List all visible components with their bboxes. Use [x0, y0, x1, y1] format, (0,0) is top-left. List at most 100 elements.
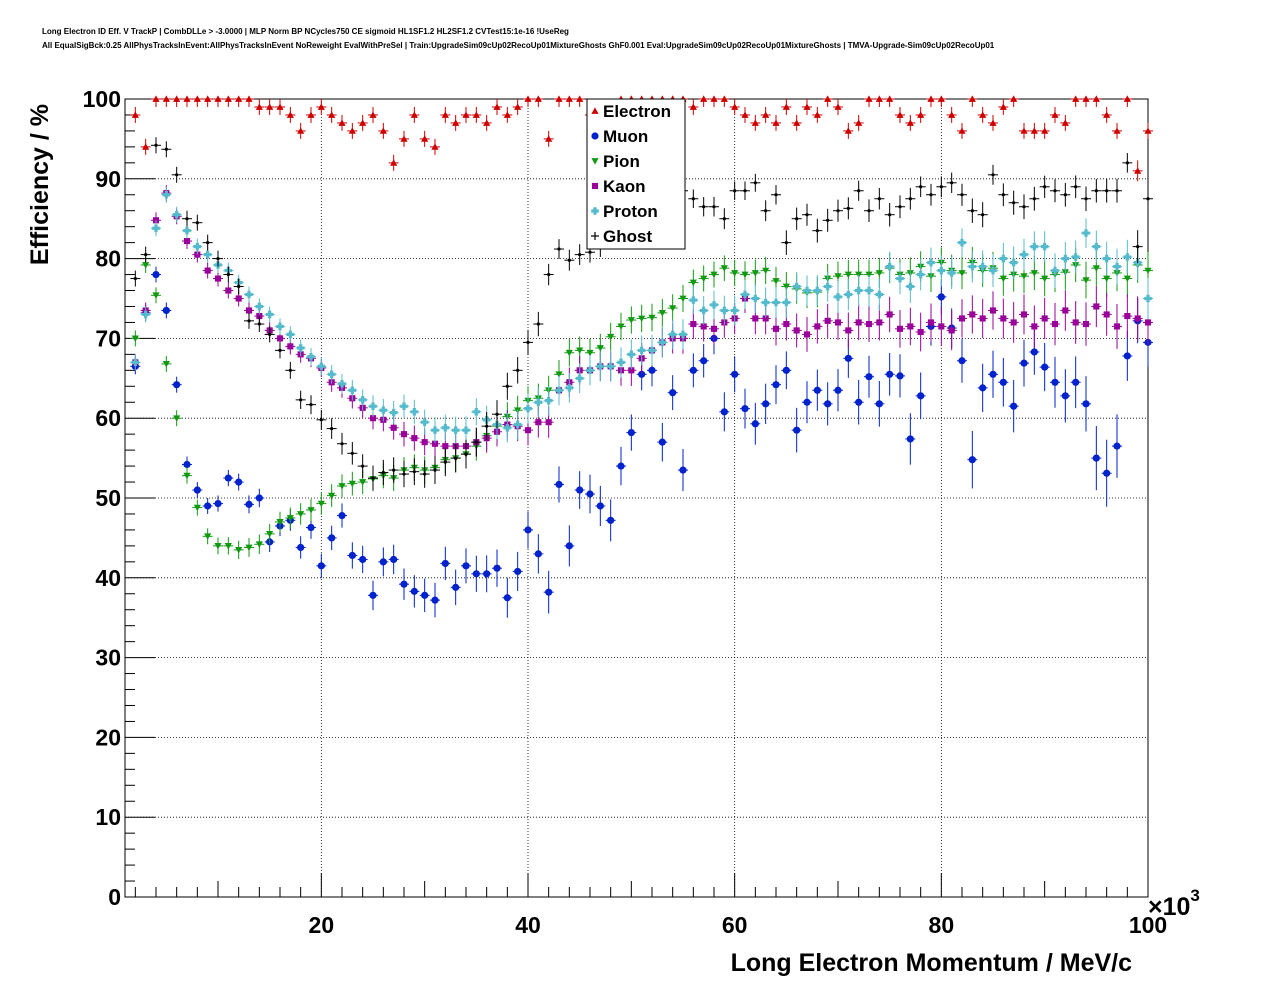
data-point — [307, 352, 315, 361]
data-point — [752, 315, 759, 322]
legend: Electron Muon Pion Kaon Proton Ghost — [586, 98, 686, 250]
data-point — [927, 258, 935, 267]
data-point — [792, 282, 801, 291]
data-point — [359, 119, 367, 126]
data-point — [628, 367, 635, 374]
data-point — [183, 237, 191, 245]
data-point — [999, 378, 1007, 386]
data-point — [555, 95, 563, 102]
data-point — [276, 322, 284, 331]
data-point — [513, 420, 522, 429]
data-point — [255, 103, 263, 110]
data-point — [526, 340, 530, 344]
data-point — [1030, 127, 1038, 134]
data-point — [762, 400, 770, 408]
data-point — [576, 95, 584, 102]
data-point — [969, 311, 976, 318]
data-point — [700, 357, 708, 365]
data-point — [875, 270, 883, 277]
data-point — [1144, 267, 1152, 275]
data-point — [784, 241, 788, 245]
data-point — [917, 392, 925, 400]
data-point — [441, 559, 449, 568]
data-point — [1082, 95, 1090, 102]
data-point — [836, 209, 840, 213]
data-point — [1082, 320, 1090, 328]
data-point — [772, 119, 780, 126]
data-point — [359, 555, 367, 564]
legend-label: Kaon — [603, 177, 646, 196]
data-point — [462, 111, 470, 118]
data-point — [908, 197, 912, 201]
data-point — [1125, 161, 1129, 165]
data-point — [1102, 254, 1111, 263]
data-point — [588, 250, 592, 254]
data-point — [710, 271, 718, 279]
data-point — [648, 366, 656, 374]
data-point — [876, 319, 883, 326]
data-point — [865, 95, 873, 102]
data-point — [287, 343, 294, 350]
data-point — [555, 371, 563, 378]
data-point — [255, 494, 263, 502]
data-point — [710, 95, 718, 102]
data-point — [1030, 242, 1039, 251]
data-point — [968, 456, 976, 464]
data-point — [338, 511, 346, 520]
data-point — [753, 181, 757, 185]
data-point — [1061, 254, 1070, 263]
data-point — [423, 472, 427, 476]
data-point — [317, 103, 325, 110]
data-point — [1123, 352, 1131, 360]
data-point — [402, 472, 406, 476]
data-point — [144, 253, 148, 257]
data-point — [1030, 270, 1038, 277]
data-point — [390, 159, 398, 166]
data-point — [173, 95, 181, 102]
data-point — [443, 460, 447, 464]
x-multiplier-text: ×10 — [1148, 893, 1190, 921]
data-point — [834, 386, 842, 394]
data-point — [472, 408, 481, 416]
y-tick-label: 40 — [95, 565, 121, 591]
data-point — [702, 205, 706, 209]
data-point — [1144, 127, 1152, 134]
y-tick-label: 100 — [83, 86, 121, 112]
data-point — [948, 327, 955, 334]
data-point — [247, 319, 251, 323]
data-point — [751, 420, 759, 428]
y-tick-label: 80 — [95, 246, 121, 272]
axis-ticks — [125, 98, 1149, 898]
data-point — [751, 270, 759, 277]
data-point — [131, 335, 139, 342]
data-point — [720, 408, 728, 416]
legend-label: Pion — [603, 152, 640, 171]
data-point — [268, 332, 272, 337]
data-point — [927, 319, 935, 326]
data-point — [472, 111, 480, 118]
data-point — [348, 386, 357, 395]
data-point — [204, 533, 212, 540]
data-point — [1051, 266, 1059, 275]
y-tick-label: 90 — [95, 166, 121, 192]
data-point — [783, 320, 790, 328]
data-point — [421, 135, 429, 142]
data-point — [834, 103, 842, 110]
data-point — [462, 426, 470, 434]
data-point — [451, 426, 460, 434]
data-point — [567, 258, 571, 262]
data-point — [1084, 197, 1088, 201]
data-point — [906, 119, 914, 126]
data-point — [795, 217, 799, 221]
data-point — [503, 111, 511, 118]
data-point — [152, 95, 160, 102]
data-point — [1010, 402, 1018, 410]
data-point — [648, 346, 656, 355]
data-point — [875, 290, 884, 299]
data-point — [381, 470, 385, 475]
tick-labels: 20 40 60 80 100 0 10 20 30 40 50 60 70 80 90 100 — [83, 86, 1168, 938]
data-point — [276, 519, 284, 526]
data-point — [845, 327, 852, 334]
data-point — [204, 502, 212, 510]
data-point — [896, 274, 904, 283]
